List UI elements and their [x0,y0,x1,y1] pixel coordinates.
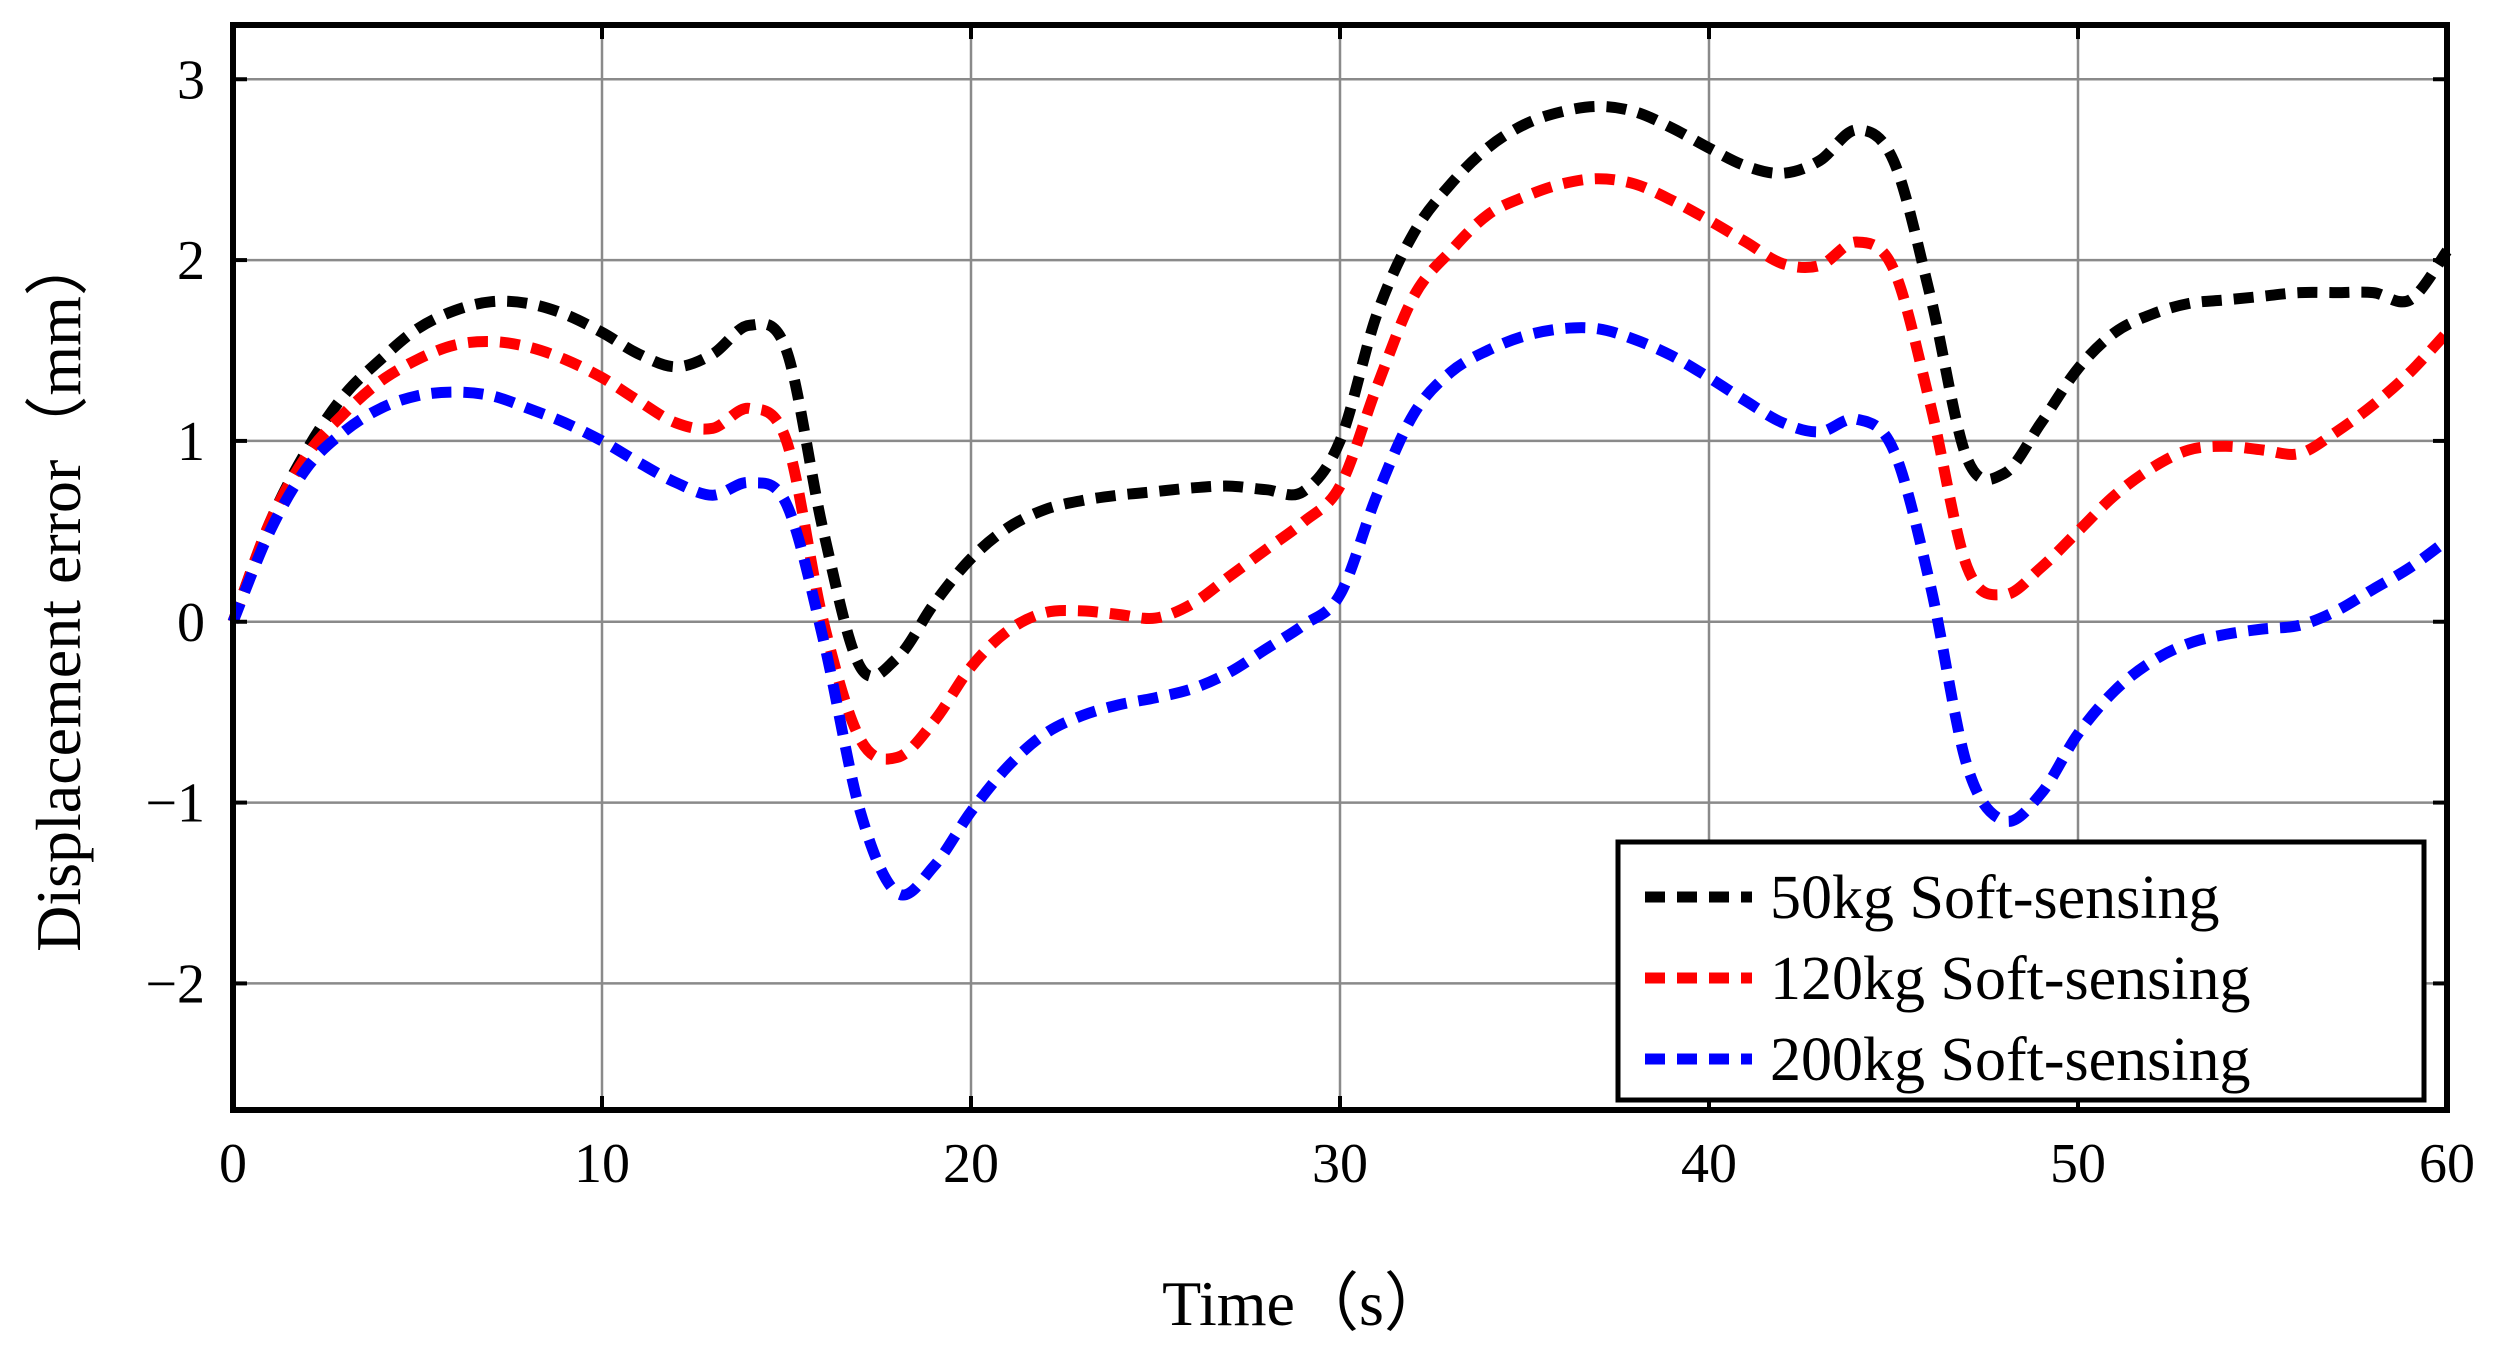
y-tick-label-0: 3 [177,49,205,111]
legend-label-3: 200kg Soft-sensing [1770,1026,2251,1094]
y-tick-label-1: 2 [177,230,205,292]
legend-label-1: 50kg Soft-sensing [1770,864,2220,932]
series-lines [227,100,2452,901]
x-tick-label-30: 30 [1312,1133,1368,1195]
legend-box [1615,839,2427,1103]
y-tick-label-4: −1 [145,773,205,835]
y-tick-label-3: 0 [177,592,205,654]
y-tick-label-2: 1 [177,411,205,473]
series-line-2 [227,173,2452,765]
x-tick-label-0: 0 [219,1133,247,1195]
y-tick-label-5: −2 [145,953,205,1015]
x-tick-label-20: 20 [943,1133,999,1195]
series-line-1 [227,100,2452,682]
x-axis-title: Time（s） [1162,1268,1448,1339]
x-tick-label-60: 60 [2419,1133,2475,1195]
legend: 50kg Soft-sensing 120kg Soft-sensing 200kg… [1615,839,2427,1103]
x-tick-label-50: 50 [2050,1133,2106,1195]
x-tick-label-40: 40 [1681,1133,1737,1195]
x-tick-label-10: 10 [574,1133,630,1195]
legend-label-2: 120kg Soft-sensing [1770,945,2251,1013]
series-line-3 [227,322,2451,901]
y-axis-title: Displacement error（mm） [23,232,94,952]
